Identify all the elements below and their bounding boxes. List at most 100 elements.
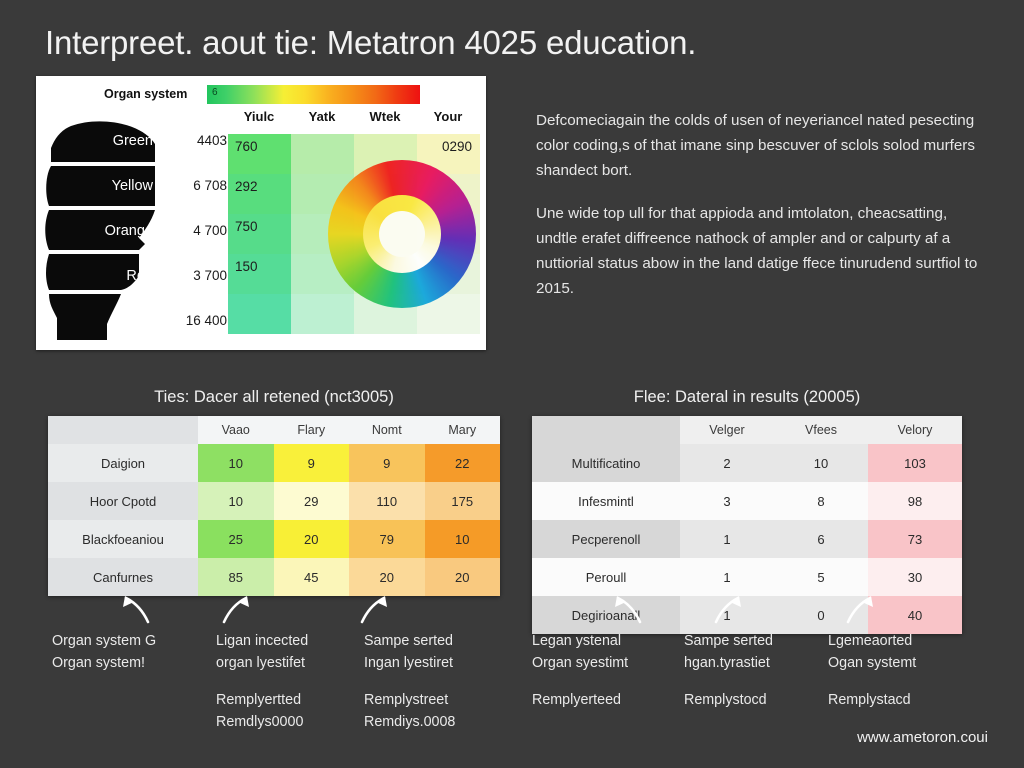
head-silhouette-icon [43,118,163,343]
caption-line: Remdiys.0008 [364,714,456,730]
table-cell: 6 [774,520,868,558]
table-row: Daigion 10 9 9 22 [48,444,500,482]
right-table-title: Flee: Dateral in results (20005) [633,388,861,406]
caption-line: hgan.tyrastiet [684,655,770,671]
table-cell: 20 [273,520,349,558]
table-row-label: Infesmintl [532,482,680,520]
caption-column: Legan ystenal Organ syestimt Remplyerteed [532,630,628,711]
legend-label: Organ system [104,87,188,101]
table-row: Infesmintl 3 8 98 [532,482,962,520]
left-annotation-arrows [48,592,500,626]
caption-line: Remplystreet [364,692,449,708]
organ-value: 16 400 [185,313,227,328]
table-cell: 110 [349,482,425,520]
table-cell: 79 [349,520,425,558]
caption-line: Organ syestimt [532,655,629,671]
table-cell: 1 [680,596,774,634]
heatmap-cell: 150 [228,254,291,294]
table-row-label: Blackfoeaniou [48,520,198,558]
footer-url: www.ametoron.coui [857,729,988,746]
organ-row: Yellow 6 708 [43,163,231,208]
table-col-header: Vaao [198,416,274,444]
legend-row: Organ system 6 [36,84,486,106]
caption-line: Remplyerteed [532,692,621,708]
table-cell: 20 [424,558,500,596]
caption-line: organ lyestifet [216,655,306,671]
table-row-label: Degirioanall [532,596,680,634]
right-data-table: Velger Vfees Velory Multificatino 2 10 103 Infe… [532,416,962,634]
organ-row: Green 4403 [43,118,231,163]
caption-line: Remdlys0000 [216,714,304,730]
annotation-arrow-up-right-icon [358,592,392,624]
table-cell: 175 [424,482,500,520]
annotation-arrow-up-left-icon [118,592,152,624]
table-cell: 45 [273,558,349,596]
table-cell: 22 [424,444,500,482]
table-row: Degirioanall 1 0 40 [532,596,962,634]
caption-column: Sampe serted Ingan lyestiret Remplystreet R… [364,630,455,733]
organ-name: Orange [104,222,153,239]
heatmap-row [228,294,481,334]
table-cell: 73 [868,520,962,558]
table-col-header: Flary [273,416,349,444]
hero-description: Defcomeciagain the colds of usen of neye… [536,108,988,301]
hero-paragraph: Une wide top ull for that appioda and im… [536,205,978,297]
caption-line: Remplyertted [216,692,302,708]
heatmap-cell [291,294,354,334]
heatmap-col-header: Yiulc [243,109,275,124]
caption-line: Remplystocd [684,692,767,708]
table-cell: 3 [680,482,774,520]
organ-name: Green [112,132,153,149]
table-cell: 8 [774,482,868,520]
organ-value: 4403 [196,133,227,148]
table-cell: 10 [198,482,274,520]
annotation-arrow-up-left-icon [610,592,644,624]
table-col-header: Velory [868,416,962,444]
left-data-table: Vaao Flary Nomt Mary Daigion 10 9 9 22 Hoor Cpotd… [48,416,500,596]
table-row: Blackfoeaniou 25 20 79 10 [48,520,500,558]
annotation-arrow-up-right-icon [712,592,746,624]
table-cell: 30 [868,558,962,596]
table-col-header: Vfees [774,416,868,444]
heatmap-col-header: Your [433,109,463,124]
table-cell: 10 [424,520,500,558]
caption-gap [684,674,773,689]
caption-line: Organ system G [52,633,157,649]
color-wheel-core [379,211,425,257]
organ-value: 3 700 [193,268,227,283]
organ-value: 6 708 [193,178,227,193]
heatmap-header-row: Yiulc Yatk Wtek Your [228,109,483,133]
table-cell: 2 [680,444,774,482]
heatmap-cell: 292 [228,174,291,214]
caption-line: Organ system! [52,655,145,671]
heatmap-col-header: Wtek [369,109,401,124]
organ-name: Yellow [111,177,153,194]
heatmap-row: 760 0290 [228,134,481,174]
color-wheel-inner [363,195,441,273]
table-cell: 10 [774,444,868,482]
table-row-label: Hoor Cpotd [48,482,198,520]
table-row-label: Multificatino [532,444,680,482]
page-title: Interpreet. aout tie: Metatron 4025 educ… [45,24,697,61]
caption-line: Ogan systemt [828,655,917,671]
caption-gap [828,674,916,689]
table-row: Multificatino 2 10 103 [532,444,962,482]
organ-name: Red [126,267,153,284]
annotation-arrow-up-right-icon [220,592,254,624]
table-row: Canfurnes 85 45 20 20 [48,558,500,596]
table-corner-header [532,416,680,444]
heatmap-cell: 760 [228,134,291,174]
heatmap-col-header: Yatk [308,109,336,124]
table-cell: 9 [273,444,349,482]
caption-line: Lgemeaorted [828,633,913,649]
table-row-label: Pecperenoll [532,520,680,558]
table-cell: 1 [680,558,774,596]
left-table-section: Ties: Dacer all retened (nct3005) Vaao Fl… [48,388,500,596]
table-cell: 20 [349,558,425,596]
organ-row: Black 16 400 [43,298,231,343]
table-cell: 10 [198,444,274,482]
annotation-arrow-up-right-icon [844,592,878,624]
right-annotation-arrows [532,592,962,626]
table-row: Peroull 1 5 30 [532,558,962,596]
